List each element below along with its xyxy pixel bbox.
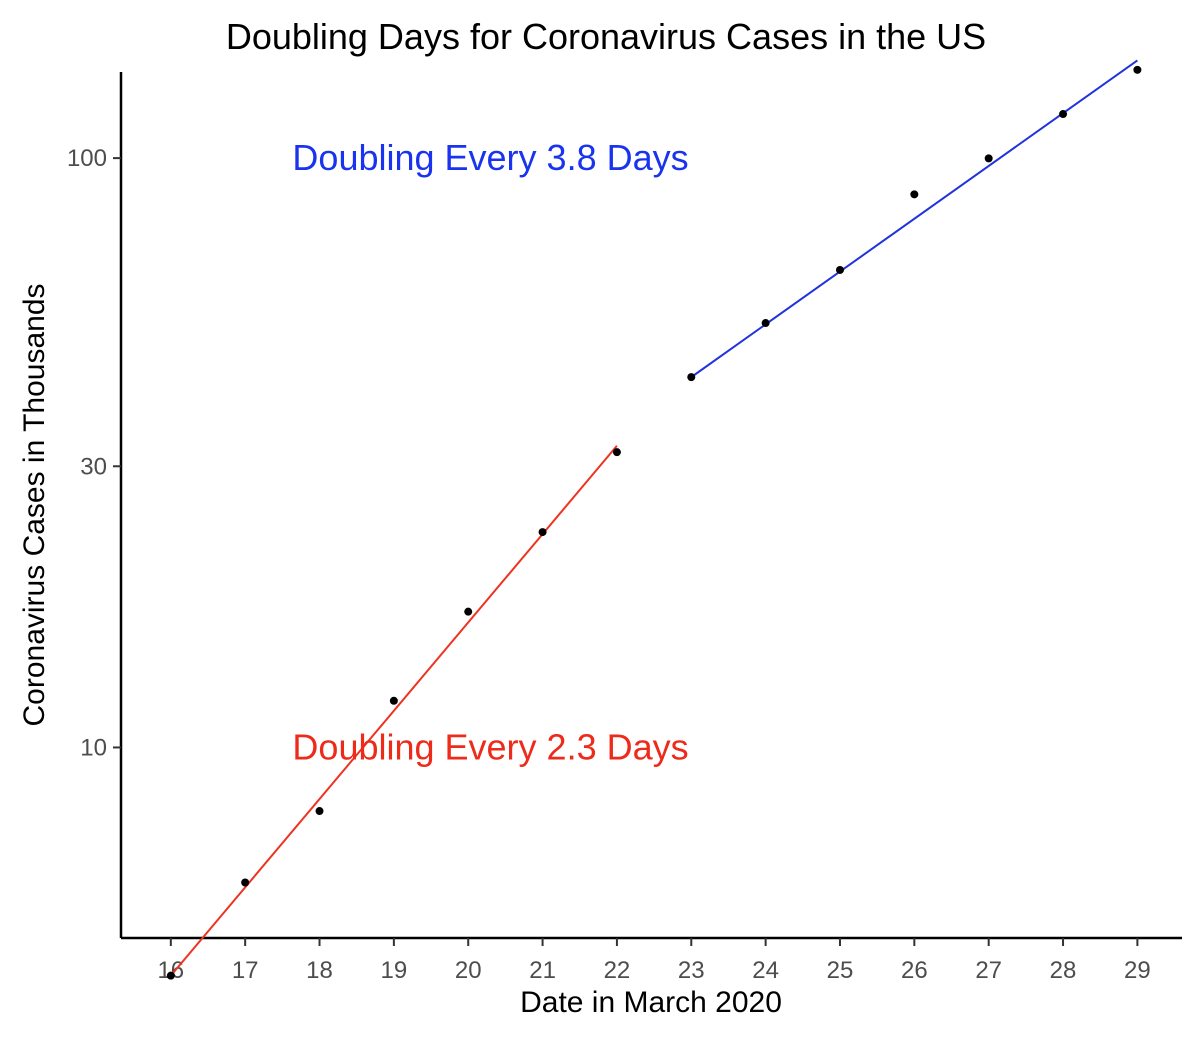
- fit-line: [690, 59, 1138, 378]
- x-tick-label: 17: [232, 957, 259, 984]
- x-tick-label: 16: [157, 957, 184, 984]
- y-tick-label: 100: [67, 145, 107, 172]
- annotation-label: Doubling Every 2.3 Days: [292, 726, 688, 767]
- data-points: [166, 65, 1142, 980]
- x-tick-label: 19: [381, 957, 408, 984]
- data-point: [687, 373, 696, 382]
- y-axis-title: Coronavirus Cases in Thousands: [18, 283, 51, 726]
- x-tick-label: 24: [752, 957, 779, 984]
- x-tick-label: 18: [306, 957, 333, 984]
- x-tick-label: 26: [901, 957, 928, 984]
- data-point: [984, 154, 993, 163]
- chart-title: Doubling Days for Coronavirus Cases in t…: [226, 16, 986, 57]
- data-point: [389, 696, 398, 705]
- x-tick-label: 23: [678, 957, 705, 984]
- annotation-label: Doubling Every 3.8 Days: [292, 137, 688, 178]
- data-point: [910, 190, 919, 199]
- x-tick-label: 25: [827, 957, 854, 984]
- data-point: [464, 607, 473, 616]
- x-tick-label: 22: [604, 957, 631, 984]
- x-ticks: 16 17 18 19 20 21 22 23 24 25 26 27 28 29: [157, 938, 1151, 984]
- y-tick-label: 30: [80, 453, 107, 480]
- data-point: [1133, 65, 1142, 74]
- data-point: [538, 528, 547, 537]
- x-tick-label: 21: [529, 957, 556, 984]
- x-axis-title: Date in March 2020: [520, 986, 782, 1019]
- fit-lines: [170, 59, 1138, 977]
- x-tick-label: 20: [455, 957, 482, 984]
- data-point: [761, 319, 770, 328]
- x-tick-label: 27: [975, 957, 1002, 984]
- fit-line: [170, 445, 618, 977]
- data-point: [612, 448, 621, 457]
- data-point: [315, 807, 324, 816]
- data-point: [166, 971, 175, 980]
- x-tick-label: 28: [1050, 957, 1077, 984]
- x-tick-label: 29: [1124, 957, 1151, 984]
- y-tick-label: 10: [80, 734, 107, 761]
- data-point: [835, 265, 844, 274]
- annotations: Doubling Every 3.8 Days Doubling Every 2.…: [292, 137, 688, 767]
- data-point: [1059, 110, 1068, 119]
- y-ticks: 10 30 100: [67, 145, 121, 761]
- data-point: [241, 878, 250, 887]
